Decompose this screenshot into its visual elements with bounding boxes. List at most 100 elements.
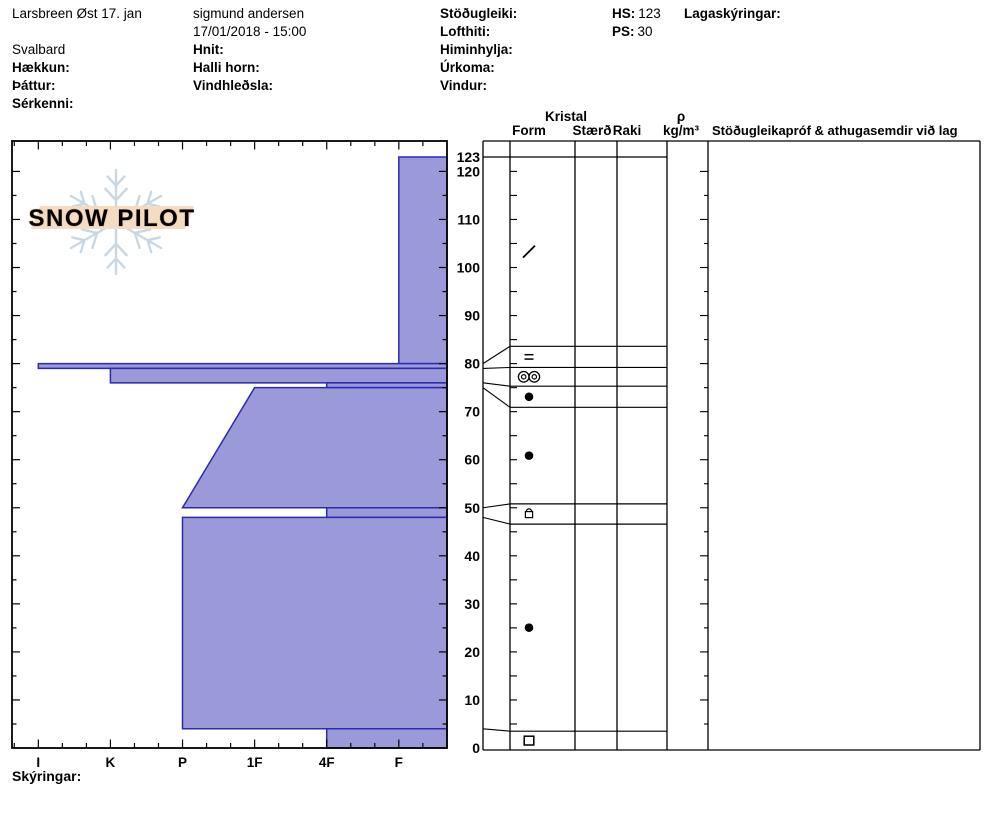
snow-layers: [37, 156, 448, 749]
hardness-tick-label: K: [106, 755, 116, 770]
wind-label: Vindur:: [440, 78, 487, 93]
depth-tick-label: 30: [464, 596, 480, 612]
elevation-label: Hækkun:: [12, 60, 70, 75]
wetness-column-header: Raki: [613, 123, 642, 138]
snow-layer: [181, 386, 448, 509]
snow-layer: [325, 507, 448, 519]
stability-column-header: Stöðugleikapróf & athugasemdir við lag: [712, 123, 958, 138]
snowflake-arm: [114, 242, 128, 257]
hardness-tick-label: P: [178, 755, 187, 770]
observer-name: sigmund andersen: [193, 6, 305, 21]
depth-tick-label: 40: [464, 548, 480, 564]
depth-tick-label: 50: [464, 500, 480, 516]
table-line: [482, 387, 511, 408]
crystal-table: [482, 140, 981, 751]
grain-symbol-stroke: [522, 245, 536, 259]
region-text: Svalbard: [12, 42, 66, 57]
snowflake-arm: [79, 190, 86, 206]
grain-symbol-inner-circle: [520, 374, 527, 380]
density-column-header: ρ: [677, 109, 685, 124]
layer-notes-label: Lagaskýringar:: [684, 6, 781, 21]
snowflake-arm: [114, 175, 126, 187]
grain-symbol-dot: [524, 451, 534, 460]
table-line: [482, 382, 511, 387]
wind-loading-label: Vindhleðsla:: [193, 78, 274, 93]
snowflake-arm: [79, 238, 86, 254]
density-units-label: kg/m³: [663, 123, 700, 138]
snowflake-arm: [71, 236, 86, 242]
snow-layer: [325, 728, 448, 749]
ps-label: PS:: [612, 24, 635, 39]
precip-label: Úrkoma:: [440, 60, 495, 75]
hs-label: HS:: [612, 6, 636, 21]
table-line: [482, 503, 511, 509]
grain-symbol-dot: [524, 392, 534, 402]
snowflake-arm: [80, 228, 99, 235]
grain-symbol-square: [524, 511, 534, 519]
snowflake-arm: [106, 257, 118, 269]
air-temp-label: Lofthiti:: [440, 24, 491, 39]
hardness-tick-label: F: [395, 755, 403, 770]
plot-border: [11, 140, 448, 749]
depth-tick-label: 90: [464, 308, 480, 324]
grain-symbols: [517, 245, 541, 746]
table-line: [482, 366, 511, 369]
snowflake-arm: [146, 238, 153, 254]
stability-label: Stöðugleiki:: [440, 6, 518, 21]
snowflake-arm: [91, 231, 99, 250]
hardness-tick-label: I: [36, 755, 40, 770]
grain-symbol-circle: [517, 370, 530, 383]
ps-value: 30: [637, 24, 653, 39]
pit-title: Larsbreen Øst 17. jan: [12, 6, 142, 21]
snowflake-arm: [106, 175, 118, 187]
grain-symbol-arc: [525, 508, 533, 512]
hardness-tick-label: 4F: [319, 755, 335, 770]
observation-datetime: 17/01/2018 - 15:00: [193, 24, 307, 39]
table-line: [482, 516, 511, 525]
snow-layer: [181, 516, 448, 730]
snowflake-arm: [104, 242, 118, 257]
table-line: [482, 728, 511, 732]
slope-angle-label: Halli horn:: [193, 60, 260, 75]
depth-tick-label: 110: [457, 211, 480, 227]
ps-field: PS: 30: [612, 24, 653, 40]
plot-frame-and-ticks: [11, 140, 448, 749]
depth-tick-label: 20: [464, 644, 480, 660]
snowflake-arm: [146, 190, 153, 206]
grain-symbol-square: [523, 735, 535, 746]
grain-symbol-inner-circle: [531, 374, 538, 380]
logo-wordmark: SNOW PILOT: [29, 205, 196, 232]
legend-label: Skýringar:: [12, 768, 81, 784]
sky-cover-label: Himinhylja:: [440, 42, 513, 57]
snow-layer: [109, 367, 448, 384]
aspect-label: Þáttur:: [12, 78, 56, 93]
hs-value: 123: [638, 6, 661, 21]
depth-tick-label: 10: [464, 692, 480, 708]
snowflake-arm: [133, 228, 152, 235]
depth-tick-label: 120: [457, 163, 481, 179]
depth-tick-label: 0: [472, 740, 480, 756]
depth-tick-label: 100: [457, 260, 481, 276]
depth-tick-label: 80: [464, 356, 480, 372]
depth-tick-label: 60: [464, 452, 480, 468]
snowflake-arm: [146, 236, 161, 242]
logo-banner: [31, 206, 194, 229]
depth-tick-label: 70: [464, 404, 480, 420]
hs-field: HS: 123: [612, 6, 661, 22]
depth-tick-label: 123: [457, 149, 481, 165]
grain-symbol-dot: [524, 623, 534, 632]
snowflake-arm: [104, 187, 118, 202]
hardness-tick-label: 1F: [247, 755, 263, 770]
snow-layer: [398, 156, 448, 365]
size-column-header: Stærð: [572, 123, 611, 138]
coords-label: Hnit:: [193, 42, 224, 57]
kristal-header: Kristal: [545, 109, 587, 124]
snowflake-arm: [133, 231, 141, 250]
feature-label: Sérkenni:: [12, 96, 74, 111]
grain-symbol-circle: [528, 370, 541, 383]
form-column-header: Form: [512, 123, 546, 138]
snowflake-arm: [114, 257, 126, 269]
